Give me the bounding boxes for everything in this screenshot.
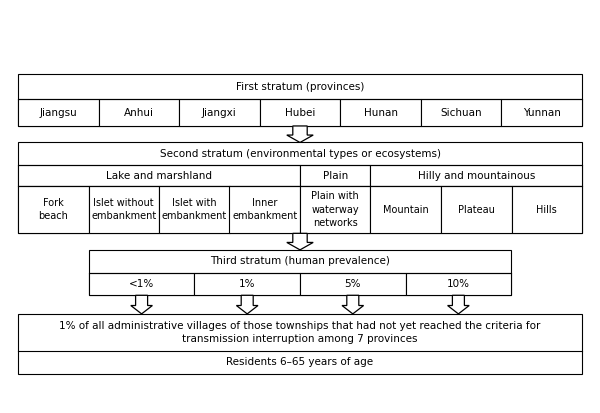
Polygon shape <box>287 233 313 250</box>
Text: Hills: Hills <box>536 204 557 215</box>
Polygon shape <box>236 295 258 314</box>
Bar <box>406 273 511 295</box>
Text: Islet with
embankment: Islet with embankment <box>161 198 227 221</box>
Bar <box>502 99 582 126</box>
Bar <box>89 186 159 233</box>
Bar <box>18 165 300 186</box>
Text: Anhui: Anhui <box>124 107 154 118</box>
Bar <box>18 314 582 374</box>
Text: Plateau: Plateau <box>458 204 494 215</box>
Text: Second stratum (environmental types or ecosystems): Second stratum (environmental types or e… <box>160 149 440 159</box>
Text: Hunan: Hunan <box>364 107 398 118</box>
Polygon shape <box>131 295 152 314</box>
Bar <box>229 186 300 233</box>
Text: Jiangsu: Jiangsu <box>40 107 77 118</box>
Bar <box>98 99 179 126</box>
Text: 10%: 10% <box>447 279 470 289</box>
Bar <box>194 273 300 295</box>
Text: Islet without
embankment: Islet without embankment <box>91 198 157 221</box>
Text: Plain with
waterway
networks: Plain with waterway networks <box>311 191 359 228</box>
Bar <box>370 165 582 186</box>
Text: Mountain: Mountain <box>383 204 428 215</box>
Text: Sichuan: Sichuan <box>440 107 482 118</box>
Text: Third stratum (human prevalence): Third stratum (human prevalence) <box>210 256 390 266</box>
Text: Hubei: Hubei <box>285 107 315 118</box>
Text: Lake and marshland: Lake and marshland <box>106 171 212 180</box>
Text: Fork
beach: Fork beach <box>38 198 68 221</box>
Bar <box>18 186 89 233</box>
Text: Hilly and mountainous: Hilly and mountainous <box>418 171 535 180</box>
Text: First stratum (provinces): First stratum (provinces) <box>236 82 364 92</box>
Bar <box>340 99 421 126</box>
Polygon shape <box>448 295 469 314</box>
Text: Residents 6–65 years of age: Residents 6–65 years of age <box>226 357 374 368</box>
Bar <box>159 186 229 233</box>
Bar <box>18 74 582 126</box>
Bar <box>421 99 502 126</box>
Bar <box>511 186 582 233</box>
Text: 1%: 1% <box>239 279 256 289</box>
Bar <box>260 99 340 126</box>
Text: Inner
embankment: Inner embankment <box>232 198 298 221</box>
Bar <box>89 250 511 295</box>
Polygon shape <box>342 295 364 314</box>
Bar <box>300 186 370 233</box>
Bar <box>179 99 260 126</box>
Text: 5%: 5% <box>344 279 361 289</box>
Bar <box>300 273 406 295</box>
Text: <1%: <1% <box>129 279 154 289</box>
Text: Jiangxi: Jiangxi <box>202 107 237 118</box>
Bar <box>300 165 370 186</box>
Polygon shape <box>287 126 313 142</box>
Text: 1% of all administrative villages of those townships that had not yet reached th: 1% of all administrative villages of tho… <box>59 321 541 344</box>
Bar <box>89 273 194 295</box>
Bar <box>18 99 98 126</box>
Bar <box>441 186 511 233</box>
Bar <box>18 142 582 233</box>
Text: Yunnan: Yunnan <box>523 107 560 118</box>
Bar <box>370 186 441 233</box>
Text: Plain: Plain <box>323 171 348 180</box>
